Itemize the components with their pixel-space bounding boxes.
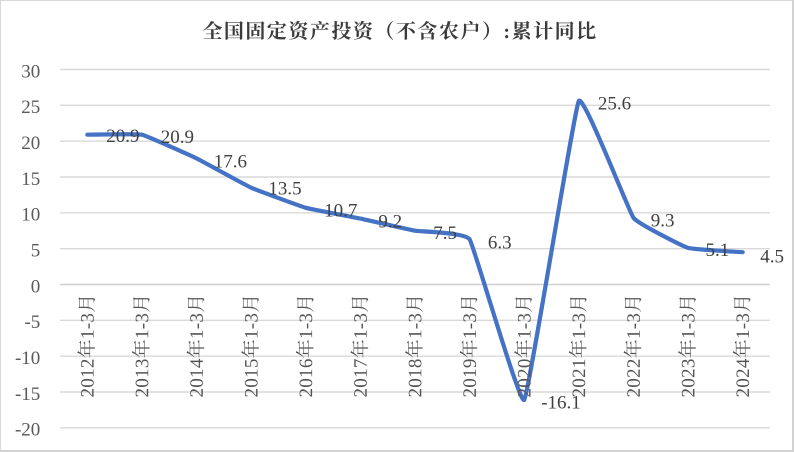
svg-text:20.9: 20.9 [106, 126, 139, 147]
svg-text:30: 30 [21, 61, 40, 82]
svg-text:13.5: 13.5 [268, 178, 301, 199]
svg-text:9.2: 9.2 [378, 211, 402, 232]
svg-text:5: 5 [31, 241, 41, 262]
svg-text:7.5: 7.5 [433, 223, 457, 244]
svg-text:4.5: 4.5 [760, 247, 784, 268]
svg-text:-10: -10 [15, 348, 40, 369]
svg-text:6.3: 6.3 [488, 232, 512, 253]
svg-text:5.1: 5.1 [706, 240, 730, 261]
svg-text:-20: -20 [15, 420, 40, 441]
svg-text:0: 0 [31, 276, 41, 297]
svg-text:9.3: 9.3 [651, 211, 675, 232]
svg-text:10.7: 10.7 [324, 201, 357, 222]
svg-text:20: 20 [21, 133, 40, 154]
svg-text:-15: -15 [15, 384, 40, 405]
svg-text:-5: -5 [24, 312, 40, 333]
svg-text:15: 15 [21, 169, 40, 190]
svg-text:17.6: 17.6 [214, 151, 247, 172]
svg-text:-16.1: -16.1 [541, 392, 581, 413]
svg-text:25: 25 [21, 97, 40, 118]
svg-text:10: 10 [21, 205, 40, 226]
svg-text:25.6: 25.6 [598, 94, 631, 115]
svg-text:20.9: 20.9 [161, 127, 194, 148]
